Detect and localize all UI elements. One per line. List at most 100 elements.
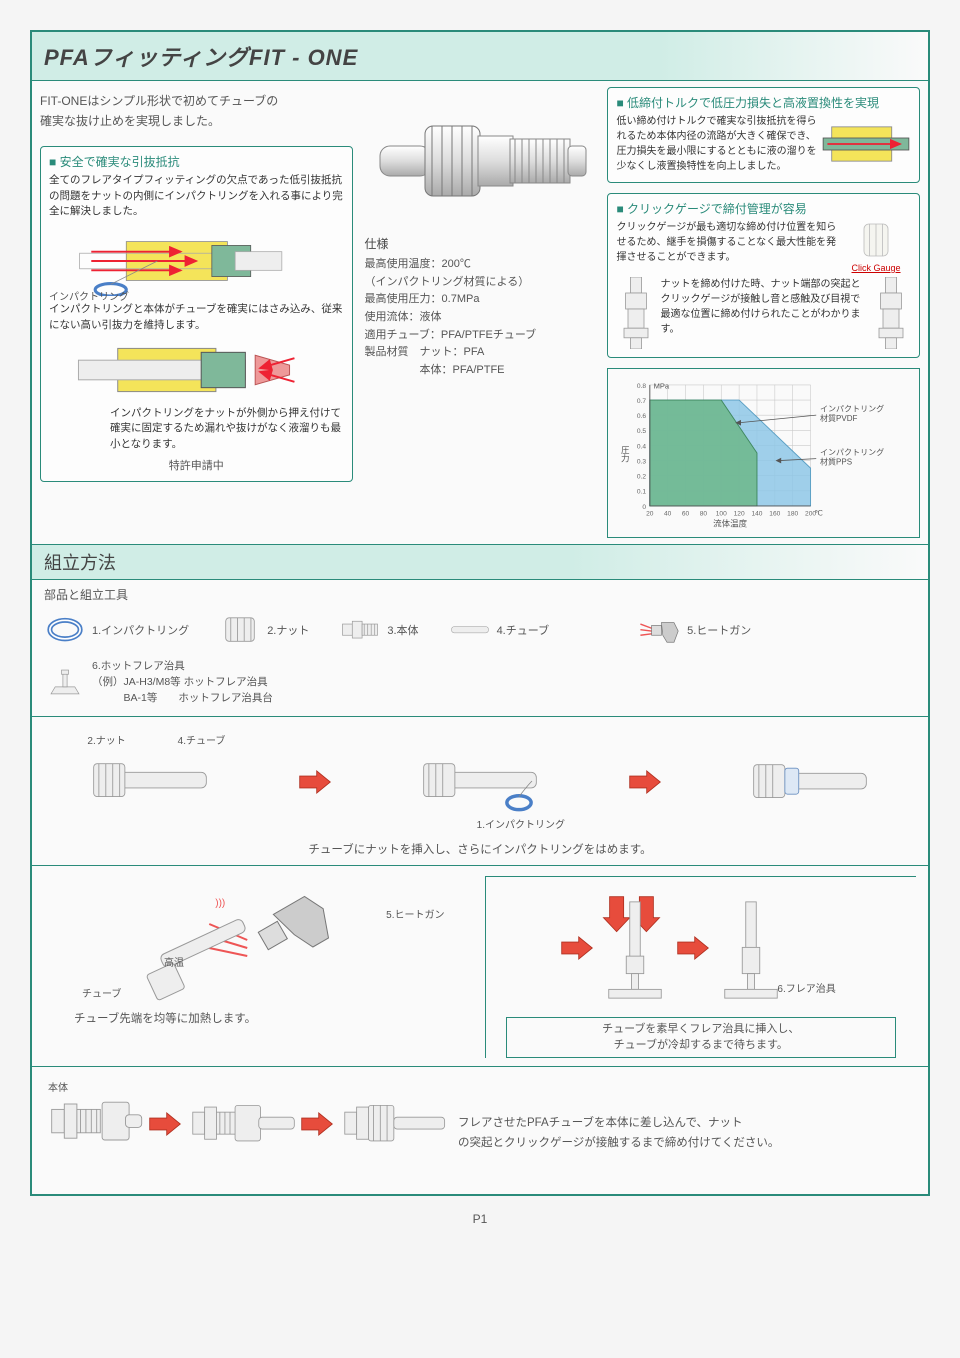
feature-clickgauge: ■ クリックゲージで締付管理が容易 クリックゲージが最も適切な締め付け位置を知ら…	[607, 193, 920, 358]
part-label: 4.チューブ	[497, 622, 550, 638]
part-item: 5.ヒートガン	[639, 611, 751, 649]
svg-text:材質PVDF: 材質PVDF	[820, 413, 858, 423]
spec-line: 使用流体：液体	[365, 309, 596, 327]
svg-text:80: 80	[700, 510, 708, 517]
heatgun-icon	[639, 611, 681, 649]
callout: 1.インパクトリング	[477, 816, 565, 831]
assembly-header: 組立方法	[32, 545, 928, 580]
body-icon	[339, 611, 381, 649]
intro-line: 確実な抜け止めを実現しました。	[40, 111, 353, 131]
spec-line: 最高使用圧力：0.7MPa	[365, 291, 596, 309]
svg-text:MPa: MPa	[654, 382, 670, 391]
title-bar: PFAフィッティングFIT - ONE	[32, 32, 928, 81]
part-item: 4.チューブ	[449, 611, 550, 649]
caption-line: チューブを素早くフレア治具に挿入し、	[515, 1022, 888, 1037]
svg-text:140: 140	[752, 510, 763, 517]
pressure-temp-chart: 00.10.20.30.40.50.60.70.8204060801001201…	[607, 368, 920, 538]
jig-diagram	[600, 890, 670, 1010]
spec-line: （インパクトリング材質による）	[365, 274, 596, 292]
svg-text:0.6: 0.6	[637, 413, 647, 420]
part-notes: 6.ホットフレア治具 （例）JA-H3/M8等 ホットフレア治具 BA-1等 ホ…	[92, 659, 273, 706]
callout: 4.チューブ	[178, 732, 226, 747]
feature-title: ■ 低締付トルクで低圧力損失と高液置換性を実現	[616, 94, 911, 111]
spec-line: 本体：PFA/PTFE	[365, 362, 596, 380]
arrow-right-icon	[298, 767, 332, 797]
svg-text:20: 20	[647, 510, 655, 517]
callout: 5.ヒートガン	[386, 906, 444, 921]
svg-text:℃: ℃	[815, 508, 824, 517]
svg-text:100: 100	[716, 510, 727, 517]
svg-text:インパクトリング: インパクトリング	[820, 403, 884, 413]
step-diagram	[745, 737, 875, 827]
step-caption: チューブにナットを挿入し、さらにインパクトリングをはめます。	[44, 841, 916, 857]
text-line: の突起とクリックゲージが接触するまで締め付けてください。	[458, 1134, 779, 1154]
ring-label: インパクトリング	[49, 288, 129, 303]
callout: チューブ	[82, 985, 121, 1000]
svg-text:40: 40	[664, 510, 672, 517]
caption-line: チューブが冷却するまで待ちます。	[515, 1038, 888, 1053]
ring-icon	[44, 611, 86, 649]
callout: 6.フレア治具	[777, 980, 835, 995]
feature-body: 全てのフレアタイプフィッティングの欠点であった低引抜抵抗の問題をナットの内側にイ…	[49, 173, 344, 220]
feature-sub2: インパクトリングをナットが外側から押え付けて確実に固定するため漏れや抜けがなく液…	[110, 406, 344, 453]
svg-text:))): )))	[215, 898, 225, 909]
page: PFAフィッティングFIT - ONE FIT-ONEはシンプル形状で初めてチュ…	[30, 30, 930, 1196]
part-label: 2.ナット	[267, 622, 309, 638]
callout: 2.ナット	[87, 732, 125, 747]
step-3: 本体	[32, 1067, 928, 1194]
svg-text:0.7: 0.7	[637, 398, 647, 405]
step-2-right: 6.フレア治具 チューブを素早くフレア治具に挿入し、 チューブが冷却するまで待ち…	[485, 876, 917, 1058]
svg-text:180: 180	[788, 510, 799, 517]
part-example: （例）JA-H3/M8等 ホットフレア治具	[92, 675, 273, 691]
parts-section: 部品と組立工具 1.インパクトリング 2.ナット 3.本体 4.チューブ	[32, 580, 928, 717]
jig-icon	[44, 664, 86, 702]
cross-section-diagram-2	[49, 340, 344, 400]
svg-text:0.3: 0.3	[637, 458, 647, 465]
step-caption: チューブ先端を均等に加熱します。	[74, 1010, 475, 1026]
svg-text:0.8: 0.8	[637, 383, 647, 390]
feature-body: ナットを締め付けた時、ナット端部の突起とクリックゲージが接触し音と感触及び目視で…	[660, 277, 867, 349]
part-item: 3.本体	[339, 611, 418, 649]
feature-title: ■ クリックゲージで締付管理が容易	[616, 200, 911, 217]
patent-note: 特許申請中	[49, 457, 344, 473]
spec-line: 適用チューブ：PFA/PTFEチューブ	[365, 327, 596, 345]
svg-text:圧力: 圧力	[621, 445, 631, 463]
svg-text:材質PPS: 材質PPS	[820, 456, 852, 466]
text-line: フレアさせたPFAチューブを本体に差し込んで、ナット	[458, 1114, 779, 1134]
spec-line: 最高使用温度：200℃	[365, 256, 596, 274]
step-2: ))) 5.ヒートガン 高温 チューブ チューブ先端を均等に加熱します。	[32, 866, 928, 1067]
part-item: 1.インパクトリング	[44, 611, 189, 649]
arrow-right-icon	[676, 933, 710, 963]
page-title: PFAフィッティングFIT - ONE	[44, 40, 916, 72]
intro-line: FIT-ONEはシンプル形状で初めてチューブの	[40, 91, 353, 111]
feature-sub1: インパクトリングと本体がチューブを確実にはさみ込み、従来にない高い引抜力を維持し…	[49, 302, 344, 334]
part-label: 1.インパクトリング	[92, 622, 189, 638]
flow-diagram-icon	[821, 114, 911, 174]
right-column: ■ 低締付トルクで低圧力損失と高液置換性を実現 低い締め付けトルクで確実な引抜抵…	[599, 81, 928, 544]
part-label: 3.本体	[387, 622, 418, 638]
arrow-right-icon	[560, 933, 594, 963]
part-example: BA-1等 ホットフレア治具台	[92, 691, 273, 707]
tube-icon	[449, 611, 491, 649]
step-caption-box: チューブを素早くフレア治具に挿入し、 チューブが冷却するまで待ちます。	[506, 1017, 897, 1058]
callout: 高温	[164, 954, 184, 969]
fitting-side-icon	[871, 277, 911, 349]
left-column: FIT-ONEはシンプル形状で初めてチューブの 確実な抜け止めを実現しました。 …	[32, 81, 361, 544]
svg-text:160: 160	[770, 510, 781, 517]
click-gauge-icon: Click Gauge	[841, 220, 911, 273]
spec-heading: 仕様	[365, 235, 596, 254]
product-render	[365, 91, 596, 231]
feature-body: クリックゲージが最も適切な締め付け位置を知らせるため、継手を損傷することなく最大…	[616, 220, 837, 273]
feature-pulloff: ■ 安全で確実な引抜抵抗 全てのフレアタイプフィッティングの欠点であった低引抜抵…	[40, 146, 353, 482]
svg-text:インパクトリング: インパクトリング	[820, 447, 884, 457]
spec-block: 仕様 最高使用温度：200℃ （インパクトリング材質による） 最高使用圧力：0.…	[365, 235, 596, 379]
fitting-side-icon	[616, 277, 656, 349]
top-section: FIT-ONEはシンプル形状で初めてチューブの 確実な抜け止めを実現しました。 …	[32, 81, 928, 545]
svg-text:0.1: 0.1	[637, 489, 647, 496]
step-diagram	[338, 1079, 448, 1169]
svg-text:流体温度: 流体温度	[714, 519, 749, 529]
step-diagram	[415, 736, 545, 826]
callout: 本体	[48, 1079, 68, 1094]
part-item: 6.ホットフレア治具 （例）JA-H3/M8等 ホットフレア治具 BA-1等 ホ…	[44, 659, 273, 706]
feature-body: 低い締め付けトルクで確実な引抜抵抗を得られるため本体内径の流路が大きく確保でき、…	[616, 114, 817, 174]
